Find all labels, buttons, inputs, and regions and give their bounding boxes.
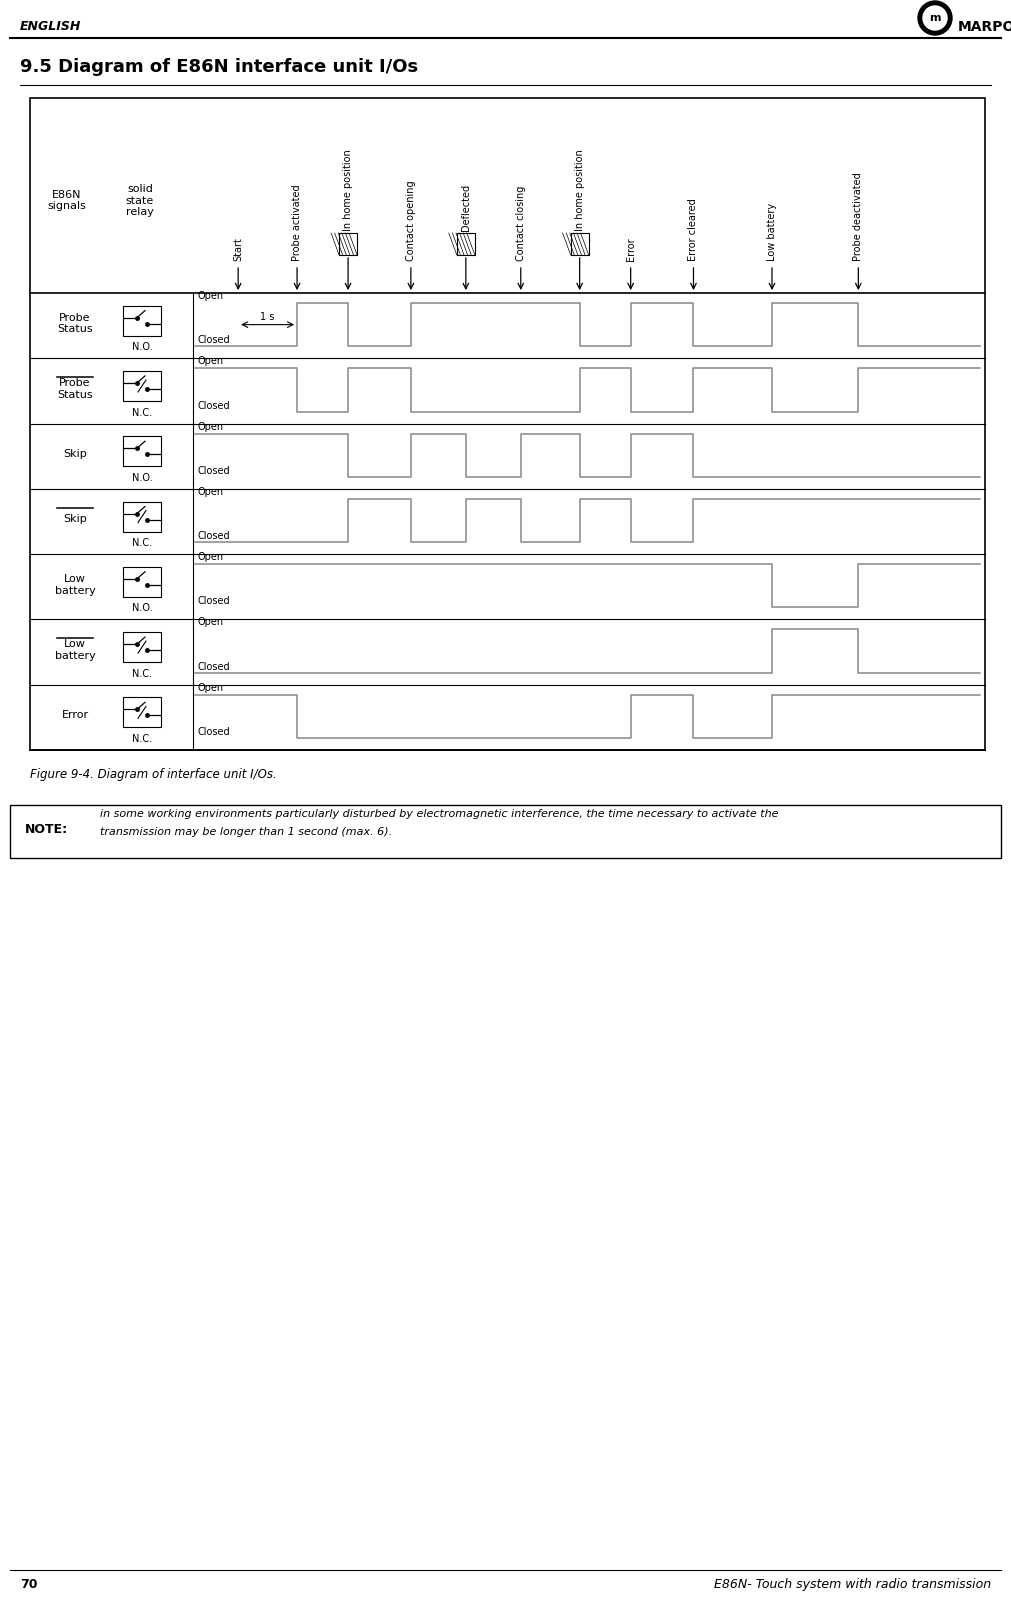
Bar <box>570 232 588 255</box>
Text: 70: 70 <box>20 1577 37 1592</box>
Bar <box>123 567 161 596</box>
Text: Closed: Closed <box>197 401 229 410</box>
Text: Open: Open <box>197 487 223 497</box>
Text: Low battery: Low battery <box>767 204 777 261</box>
Text: Open: Open <box>197 683 223 692</box>
Text: Closed: Closed <box>197 335 229 345</box>
Text: Figure 9-4. Diagram of interface unit I/Os.: Figure 9-4. Diagram of interface unit I/… <box>30 768 277 781</box>
Text: Skip: Skip <box>63 449 87 458</box>
Text: Open: Open <box>197 617 223 627</box>
Text: Open: Open <box>197 422 223 431</box>
Text: transmission may be longer than 1 second (max. 6).: transmission may be longer than 1 second… <box>100 827 392 837</box>
Bar <box>457 232 475 255</box>
Text: N.C.: N.C. <box>132 539 152 548</box>
Text: Closed: Closed <box>197 466 229 476</box>
Text: Skip: Skip <box>63 515 87 524</box>
Text: 9.5 Diagram of E86N interface unit I/Os: 9.5 Diagram of E86N interface unit I/Os <box>20 58 419 75</box>
Text: N.O.: N.O. <box>131 343 153 353</box>
Text: N.C.: N.C. <box>132 407 152 417</box>
Text: Contact closing: Contact closing <box>516 186 526 261</box>
Text: 1 s: 1 s <box>261 311 275 322</box>
Text: Probe activated: Probe activated <box>292 184 302 261</box>
Text: Contact opening: Contact opening <box>405 181 416 261</box>
Text: Probe
Status: Probe Status <box>58 313 93 335</box>
Text: In home position: In home position <box>343 149 353 231</box>
Text: Closed: Closed <box>197 728 229 737</box>
Text: Closed: Closed <box>197 531 229 542</box>
Text: Probe deactivated: Probe deactivated <box>853 172 863 261</box>
Bar <box>10 805 1001 858</box>
Text: Low
battery: Low battery <box>55 640 95 660</box>
Text: Start: Start <box>234 237 244 261</box>
Text: Deflected: Deflected <box>461 184 471 231</box>
Bar <box>339 232 357 255</box>
Circle shape <box>918 2 952 35</box>
Text: ENGLISH: ENGLISH <box>20 19 81 34</box>
Bar <box>123 306 161 335</box>
Bar <box>123 632 161 662</box>
Text: NOTE:: NOTE: <box>25 822 68 837</box>
Bar <box>30 98 985 750</box>
Text: N.C.: N.C. <box>132 668 152 678</box>
Bar <box>123 697 161 728</box>
Text: Open: Open <box>197 551 223 563</box>
Text: N.O.: N.O. <box>131 603 153 614</box>
Text: MARPOSS: MARPOSS <box>958 19 1011 34</box>
Text: Error: Error <box>626 237 636 261</box>
Text: Low
battery: Low battery <box>55 574 95 596</box>
Text: m: m <box>929 13 941 22</box>
Text: Error: Error <box>62 710 89 720</box>
Bar <box>123 502 161 532</box>
Text: E86N- Touch system with radio transmission: E86N- Touch system with radio transmissi… <box>714 1577 991 1592</box>
Text: In home position: In home position <box>574 149 584 231</box>
Text: solid
state
relay: solid state relay <box>126 184 154 216</box>
Text: Open: Open <box>197 356 223 367</box>
Bar <box>123 436 161 466</box>
Text: Open: Open <box>197 292 223 301</box>
Circle shape <box>923 6 947 30</box>
Text: N.O.: N.O. <box>131 473 153 483</box>
Text: Probe
Status: Probe Status <box>58 378 93 399</box>
Text: N.C.: N.C. <box>132 734 152 744</box>
Text: Error cleared: Error cleared <box>688 199 699 261</box>
Text: Closed: Closed <box>197 596 229 606</box>
Bar <box>123 370 161 401</box>
Text: Closed: Closed <box>197 662 229 672</box>
Text: E86N
signals: E86N signals <box>48 189 86 212</box>
Text: in some working environments particularly disturbed by electromagnetic interfere: in some working environments particularl… <box>100 810 778 819</box>
